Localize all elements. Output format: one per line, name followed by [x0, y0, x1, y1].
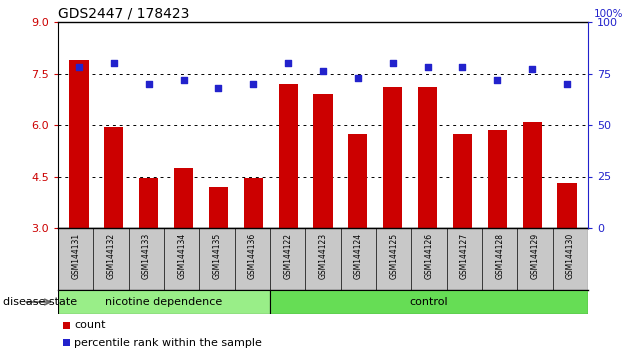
Text: GSM144122: GSM144122 [283, 233, 292, 279]
Bar [313, 94, 333, 228]
Text: GDS2447 / 178423: GDS2447 / 178423 [58, 7, 190, 21]
Text: GSM144126: GSM144126 [425, 233, 433, 279]
Point [178, 77, 188, 82]
Text: GSM144123: GSM144123 [319, 233, 328, 279]
Text: nicotine dependence: nicotine dependence [105, 297, 222, 307]
Text: disease state: disease state [3, 297, 77, 307]
Text: GSM144130: GSM144130 [566, 233, 575, 279]
Text: GSM144136: GSM144136 [248, 233, 257, 279]
Bar [58, 290, 270, 314]
Point [144, 81, 154, 87]
Bar [104, 127, 123, 228]
Text: GSM144129: GSM144129 [530, 233, 539, 279]
Text: GSM144131: GSM144131 [71, 233, 80, 279]
Text: percentile rank within the sample: percentile rank within the sample [74, 338, 262, 348]
Text: GSM144125: GSM144125 [389, 233, 398, 279]
Bar [63, 322, 70, 329]
Bar [139, 178, 158, 228]
Text: count: count [74, 320, 105, 330]
Text: GSM144132: GSM144132 [106, 233, 115, 279]
Bar [453, 133, 472, 228]
Point [457, 64, 467, 70]
Bar [558, 183, 576, 228]
Bar [488, 130, 507, 228]
Point [562, 81, 572, 87]
Text: GSM144128: GSM144128 [495, 233, 504, 279]
Bar [348, 133, 367, 228]
Bar [209, 187, 228, 228]
Point [214, 85, 224, 91]
Bar [69, 60, 88, 228]
Bar [244, 178, 263, 228]
Bar [174, 168, 193, 228]
Text: 100%: 100% [593, 9, 623, 19]
Point [74, 64, 84, 70]
Bar [418, 87, 437, 228]
Bar [270, 290, 588, 314]
Bar [278, 84, 298, 228]
Point [492, 77, 502, 82]
Point [318, 69, 328, 74]
Point [353, 75, 363, 80]
Point [109, 61, 119, 66]
Bar [383, 87, 403, 228]
Text: GSM144133: GSM144133 [142, 233, 151, 279]
Bar [523, 121, 542, 228]
Text: GSM144127: GSM144127 [460, 233, 469, 279]
Point [527, 67, 537, 72]
Text: control: control [410, 297, 449, 307]
Text: GSM144134: GSM144134 [177, 233, 186, 279]
Point [387, 61, 398, 66]
Text: GSM144135: GSM144135 [212, 233, 222, 279]
Point [248, 81, 258, 87]
Point [283, 61, 293, 66]
Point [423, 64, 433, 70]
Text: GSM144124: GSM144124 [354, 233, 363, 279]
Bar [63, 339, 70, 346]
